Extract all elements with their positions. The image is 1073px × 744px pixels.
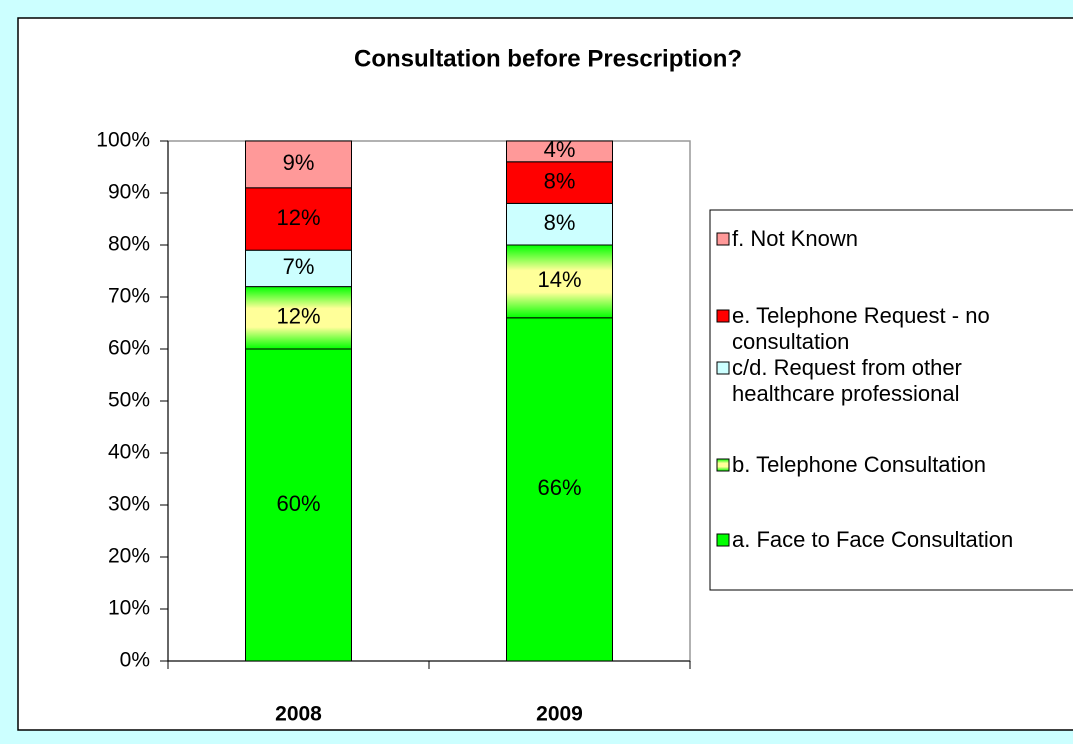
- chart-title: Consultation before Prescription?: [354, 45, 742, 72]
- bar-segment: [245, 187, 352, 251]
- y-tick-label: 90%: [108, 181, 150, 204]
- legend-label: e. Telephone Request - no consultation: [732, 303, 990, 354]
- legend-swatch: [716, 361, 730, 375]
- y-tick-label: 20%: [108, 545, 150, 568]
- data-label: 60%: [276, 491, 320, 516]
- data-label: 14%: [537, 267, 581, 292]
- bar-segment: [506, 317, 613, 662]
- y-tick-label: 70%: [108, 285, 150, 308]
- bar-segment: [506, 244, 613, 319]
- data-label: 12%: [276, 205, 320, 230]
- legend-swatch: [716, 533, 730, 547]
- data-label: 8%: [544, 168, 576, 193]
- bar-segment: [506, 202, 613, 246]
- x-tick-label: 2008: [275, 703, 322, 726]
- bar-segment: [245, 348, 352, 662]
- bar-segment: [506, 161, 613, 204]
- legend-label: c/d. Request from other healthcare profe…: [732, 355, 962, 406]
- x-tick-label: 2009: [536, 703, 583, 726]
- y-tick-label: 30%: [108, 493, 150, 516]
- y-tick-label: 80%: [108, 233, 150, 256]
- data-label: 8%: [544, 210, 576, 235]
- y-tick-label: 0%: [120, 649, 150, 672]
- legend-swatch: [716, 309, 730, 323]
- bar-segment: [245, 140, 352, 189]
- y-tick-label: 60%: [108, 337, 150, 360]
- bar-segment: [245, 286, 352, 350]
- legend-label: a. Face to Face Consultation: [732, 527, 1014, 552]
- legend-swatch: [716, 458, 730, 472]
- y-tick-label: 100%: [96, 129, 150, 152]
- data-label: 66%: [537, 475, 581, 500]
- y-tick-label: 50%: [108, 389, 150, 412]
- bar-segment: [506, 140, 613, 163]
- y-tick-label: 40%: [108, 441, 150, 464]
- data-label: 4%: [544, 137, 576, 162]
- data-label: 12%: [276, 304, 320, 329]
- y-tick-label: 10%: [108, 597, 150, 620]
- legend-box: [709, 209, 1073, 591]
- data-label: 9%: [283, 150, 315, 175]
- legend-swatch: [716, 232, 730, 246]
- data-label: 7%: [283, 254, 315, 279]
- bar-segment: [245, 249, 352, 288]
- legend-label: f. Not Known: [732, 226, 858, 251]
- legend-label: b. Telephone Consultation: [732, 452, 987, 477]
